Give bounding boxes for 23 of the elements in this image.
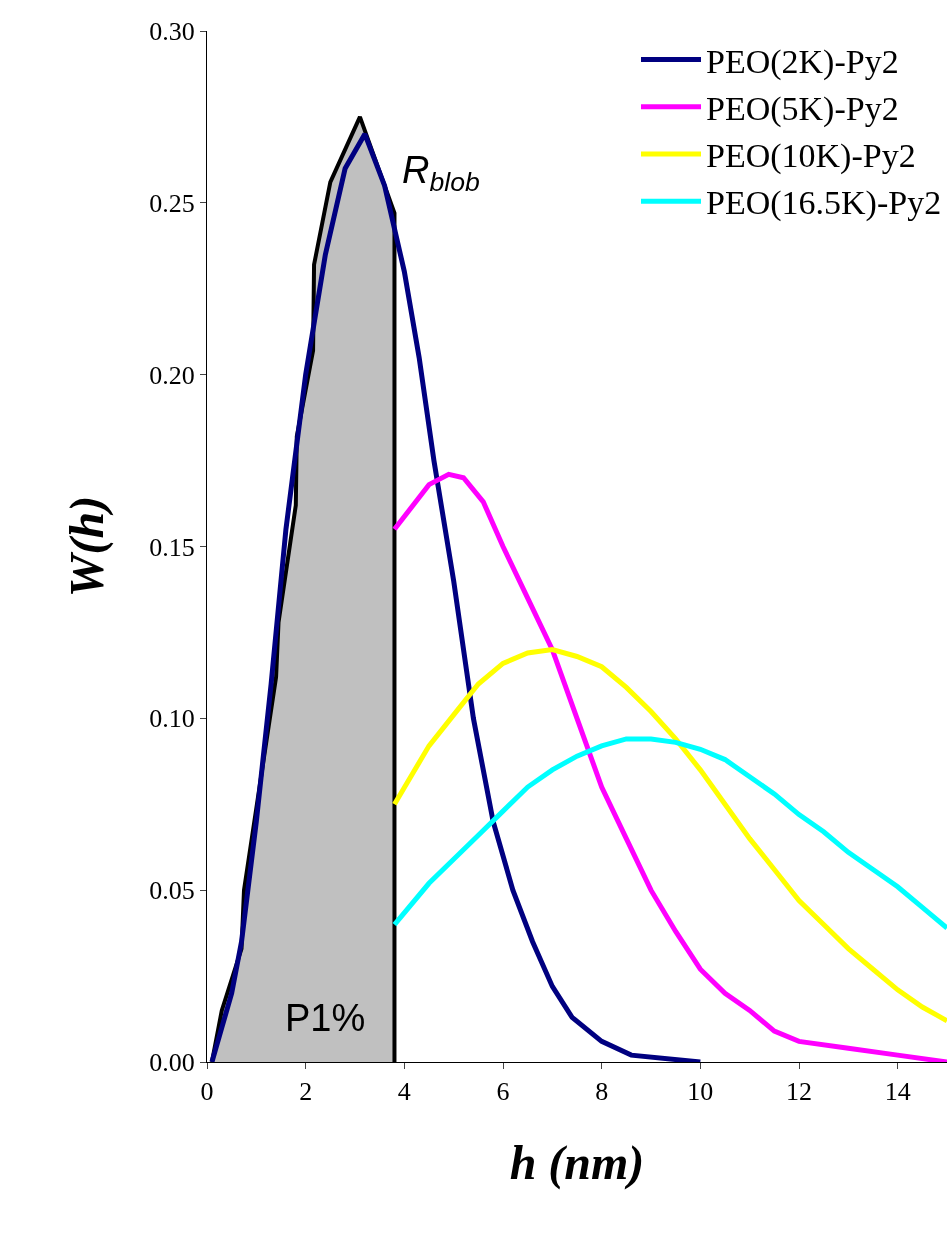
x-tick-label: 8	[595, 1077, 609, 1107]
annotation: R$_{blob}$	[402, 149, 480, 197]
y-axis-title: W(h)	[60, 495, 114, 598]
legend-label: PEO(5K)-Py2	[706, 90, 899, 129]
y-tick-label: 0.10	[149, 704, 195, 734]
x-tick-label: 0	[200, 1077, 214, 1107]
x-tick-label: 4	[397, 1077, 411, 1107]
annotation: P1%	[285, 997, 366, 1039]
legend-label: PEO(16.5K)-Py2	[706, 184, 942, 223]
x-tick-label: 2	[299, 1077, 313, 1107]
y-tick-label: 0.05	[149, 876, 195, 906]
legend-label: PEO(10K)-Py2	[706, 137, 916, 176]
x-tick-label: 10	[687, 1077, 714, 1107]
x-tick-label: 6	[496, 1077, 510, 1107]
x-tick-label: 12	[786, 1077, 812, 1107]
y-tick-label: 0.15	[149, 532, 195, 562]
y-tick-label: 0.30	[149, 17, 195, 47]
x-tick-label: 14	[884, 1077, 911, 1107]
y-tick-label: 0.25	[149, 188, 195, 218]
legend-label: PEO(2K)-Py2	[706, 42, 899, 81]
y-tick-label: 0.20	[149, 360, 195, 390]
y-tick-label: 0.00	[149, 1048, 195, 1078]
x-axis-title: h (nm)	[509, 1136, 645, 1191]
